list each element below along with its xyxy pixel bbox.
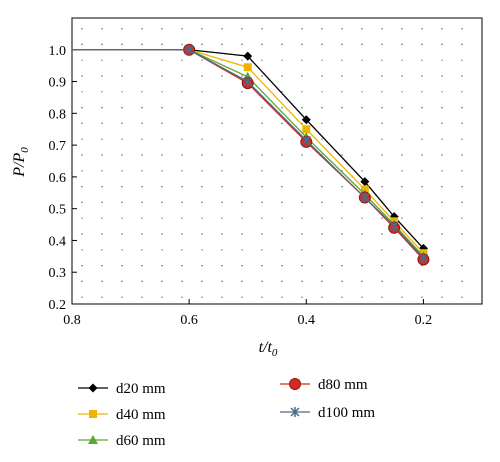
data-point-d100-mm xyxy=(243,76,253,87)
x-tick-label: 0.6 xyxy=(180,313,198,328)
data-point-d20-mm xyxy=(360,177,370,187)
legend-marker-d20-mm xyxy=(88,383,98,393)
legend-marker-d100-mm xyxy=(290,407,300,417)
legend-marker-d80-mm xyxy=(289,378,301,390)
data-point-d40-mm xyxy=(302,125,311,134)
y-axis-label-subscript: 0 xyxy=(19,147,31,153)
y-tick-label: 0.3 xyxy=(49,266,67,281)
data-point-d100-mm xyxy=(418,252,428,263)
ticks: 0.2 0.3 0.4 0.5 0.6 0.7 0.8 0.9 1.0 0.8 0.6 0.4 0.2 xyxy=(49,44,433,328)
legend-label-d80-mm: d80 mm xyxy=(318,377,368,393)
y-tick-label: 0.2 xyxy=(49,298,67,313)
legend-item-d80-mm: d80 mm xyxy=(280,377,368,393)
y-axis-label: P/P0 xyxy=(11,147,31,178)
x-axis-label: t/t0 xyxy=(259,339,278,359)
legend-item-d40-mm: d40 mm xyxy=(78,407,166,423)
legend-item-d20-mm: d20 mm xyxy=(78,381,166,397)
y-tick-label: 0.8 xyxy=(49,107,67,122)
x-tick-label: 0.8 xyxy=(63,313,81,328)
data-point-d100-mm xyxy=(389,221,399,232)
x-axis-label-subscript: 0 xyxy=(272,347,278,359)
plot-area xyxy=(71,17,483,305)
legend-label-d100-mm: d100 mm xyxy=(318,405,375,421)
y-tick-label: 0.7 xyxy=(49,139,67,154)
data-point-d100-mm xyxy=(184,44,194,55)
legend-marker-d60-mm xyxy=(88,435,98,444)
legend-marker-d40-mm xyxy=(89,410,97,418)
series-d100-mm xyxy=(72,44,428,263)
y-tick-label: 0.9 xyxy=(49,76,67,91)
data-point-d100-mm xyxy=(360,192,370,203)
legend-label-d40-mm: d40 mm xyxy=(116,407,166,423)
legend-label-d20-mm: d20 mm xyxy=(116,381,166,397)
y-tick-label: 1.0 xyxy=(49,44,67,59)
legend: d20 mm d40 mm d60 mm d80 mm d100 mm xyxy=(78,377,375,449)
data-point-d100-mm xyxy=(301,135,311,146)
data-point-d20-mm xyxy=(301,115,311,125)
y-tick-label: 0.4 xyxy=(49,234,67,249)
x-tick-label: 0.4 xyxy=(298,313,316,328)
legend-item-d60-mm: d60 mm xyxy=(78,433,166,449)
y-tick-label: 0.6 xyxy=(49,171,67,186)
legend-item-d100-mm: d100 mm xyxy=(280,405,375,421)
y-tick-label: 0.5 xyxy=(49,203,67,218)
svg-text:P/P0: P/P0 xyxy=(11,147,31,178)
series-layer xyxy=(72,43,430,266)
legend-label-d60-mm: d60 mm xyxy=(116,433,166,449)
svg-text:t/t0: t/t0 xyxy=(259,339,278,359)
data-point-d40-mm xyxy=(243,63,252,72)
data-point-d20-mm xyxy=(243,51,253,61)
x-tick-label: 0.2 xyxy=(415,313,433,328)
